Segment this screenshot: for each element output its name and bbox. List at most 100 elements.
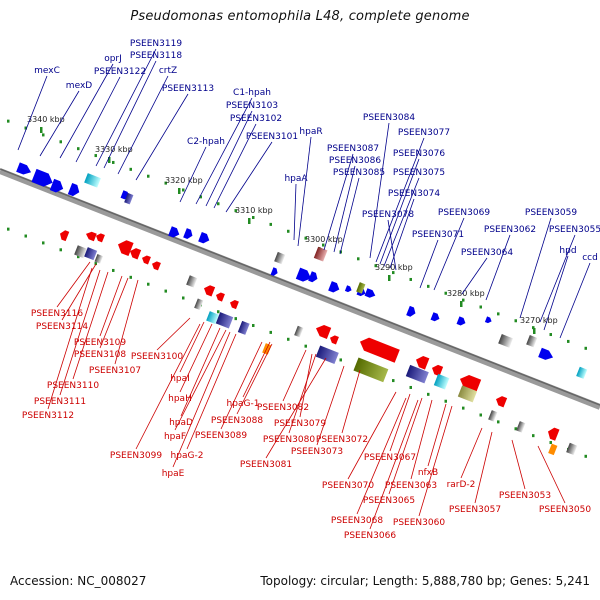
domain-box — [84, 173, 101, 188]
scale-dot — [374, 264, 377, 268]
reverse-gene-arrow — [548, 427, 560, 441]
reverse-leader-line — [236, 343, 273, 415]
reverse-gene-arrow — [142, 255, 151, 265]
reverse-gene-arrow — [416, 356, 430, 370]
forward-gene-label: PSEEN3077 — [398, 128, 450, 138]
scale-dot — [59, 140, 62, 144]
scale-dot — [182, 296, 185, 300]
genome-summary-text: Topology: circular; Length: 5,888,780 bp… — [260, 574, 590, 588]
domain-box — [488, 410, 498, 422]
scale-tick-label: 3310 kbp — [235, 206, 273, 215]
scale-dot — [42, 133, 45, 137]
forward-leader-line — [379, 158, 420, 265]
forward-gene-label: mexD — [66, 81, 92, 91]
forward-leader-line — [297, 136, 312, 247]
reverse-gene-label: PSEEN3068 — [331, 516, 383, 526]
reverse-leader-line — [341, 369, 361, 434]
domain-box — [548, 443, 558, 456]
scale-dot — [217, 202, 220, 206]
forward-gene-label: PSEEN3118 — [130, 51, 182, 61]
domain-box — [526, 335, 538, 348]
forward-leader-line — [339, 177, 360, 255]
reverse-gene-label: PSEEN3080 — [263, 435, 315, 445]
scale-dot — [409, 385, 412, 389]
forward-leader-line — [225, 141, 273, 213]
reverse-gene-label: rarD-2 — [447, 480, 476, 490]
reverse-gene-arrow — [216, 292, 225, 302]
scale-dot — [549, 441, 552, 445]
reverse-gene-labels: PSEEN3116 PSEEN3114 PSEEN3109 PSEEN3108 PSEE… — [22, 261, 591, 541]
reverse-gene-label: PSEEN3066 — [344, 531, 396, 541]
scale-dot — [287, 337, 290, 341]
domain-box — [206, 311, 220, 325]
reverse-leader-line — [316, 365, 345, 446]
forward-gene-label: ccd — [582, 253, 598, 263]
domain-box — [576, 366, 588, 379]
scale-labels: 3340 kbp 3330 kbp 3320 kbp 3310 kbp 3300 kbp… — [27, 115, 558, 334]
scale-dot — [532, 326, 535, 330]
forward-leader-line — [205, 110, 253, 207]
forward-leader-line — [333, 165, 356, 253]
scale-dot — [322, 243, 325, 247]
scale-dot — [514, 319, 517, 323]
forward-gene-label: PSEEN3055 — [549, 225, 600, 235]
reverse-gene-label: PSEEN3100 — [131, 352, 183, 362]
forward-gene-label: C2-hpah — [187, 137, 225, 147]
genome-title: Pseudomonas entomophila L48, complete ge… — [130, 9, 470, 24]
scale-tick-mark — [460, 301, 463, 307]
scale-dot — [234, 317, 237, 321]
domain-box — [294, 325, 304, 338]
scale-tick-label: 3320 kbp — [165, 176, 203, 185]
reverse-leader-line — [156, 317, 191, 351]
scale-dot — [532, 434, 535, 438]
scale-tick-mark — [108, 157, 111, 163]
forward-gene-label: PSEEN3078 — [362, 210, 414, 220]
domain-box — [498, 334, 513, 348]
reverse-leader-line — [460, 427, 483, 479]
scale-dot — [217, 310, 220, 314]
scale-dot — [567, 339, 570, 343]
forward-gene-label: PSEEN3101 — [246, 132, 298, 142]
domain-box — [405, 364, 429, 384]
reverse-leader-line — [299, 353, 313, 418]
forward-gene-label: PSEEN3119 — [130, 39, 182, 49]
scale-dot — [357, 257, 360, 261]
reverse-gene-arrow — [118, 240, 134, 257]
forward-leader-line — [519, 217, 552, 319]
forward-gene-arrow — [406, 305, 416, 317]
reverse-leader-line — [347, 391, 397, 480]
reverse-gene-label: PSEEN3114 — [36, 322, 88, 332]
forward-gene-label: mexC — [34, 66, 60, 76]
reverse-gene-label: PSEEN3109 — [74, 338, 126, 348]
scale-dot — [129, 167, 132, 171]
reverse-leader-line — [99, 275, 123, 337]
reverse-gene-label: PSEEN3108 — [74, 350, 126, 360]
scale-dot — [462, 298, 465, 302]
scale-dot — [339, 358, 342, 362]
forward-gene-label: PSEEN3087 — [327, 144, 379, 154]
domain-box — [124, 192, 134, 205]
forward-leader-line — [103, 60, 157, 169]
forward-leader-line — [387, 219, 397, 271]
forward-gene-label: PSEEN3084 — [363, 113, 415, 123]
reverse-gene-arrow — [360, 337, 400, 363]
reverse-leader-line — [114, 279, 139, 365]
scale-dot — [392, 271, 395, 275]
scale-tick-label: 3280 kbp — [447, 289, 485, 298]
forward-leader-line — [433, 217, 465, 291]
scale-tick-label: 3300 kbp — [305, 235, 343, 244]
domain-box — [94, 254, 104, 264]
forward-gene-label: crtZ — [159, 66, 177, 76]
reverse-gene-label: hpaD — [169, 418, 193, 428]
reverse-leader-line — [474, 431, 493, 504]
scale-tick-mark — [40, 127, 43, 133]
scale-tick-label: 3270 kbp — [520, 316, 558, 325]
domain-box — [194, 298, 204, 310]
scale-dot — [7, 227, 10, 231]
domain-box — [186, 275, 198, 288]
domain-box — [74, 245, 88, 259]
reverse-gene-label: hpaH — [168, 394, 192, 404]
reverse-gene-label: PSEEN3088 — [211, 416, 263, 426]
forward-gene-arrow — [344, 285, 352, 293]
reverse-gene-label: PSEEN3073 — [291, 447, 343, 457]
